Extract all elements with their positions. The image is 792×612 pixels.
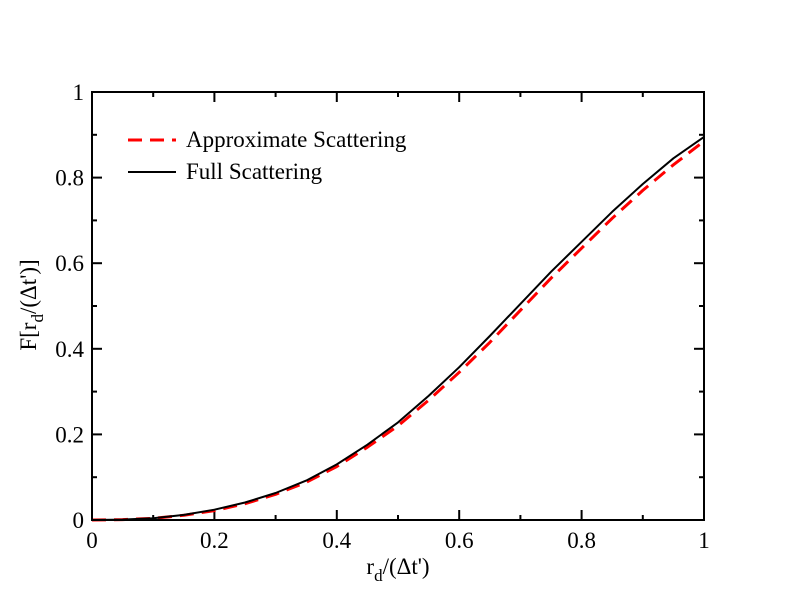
x-axis-title: rd/(Δt')	[366, 554, 429, 585]
x-tick-label: 0.2	[200, 528, 229, 553]
x-tick-label: 1	[698, 528, 710, 553]
y-tick-label: 0.6	[55, 251, 84, 276]
legend: Approximate Scattering Full Scattering	[128, 127, 407, 184]
series-line-approximate	[91, 140, 705, 522]
y-tick-label: 0	[73, 508, 85, 533]
tick-marks	[91, 91, 705, 521]
y-tick-label: 0.2	[55, 422, 84, 447]
y-tick-label: 0.8	[55, 166, 84, 191]
x-tick-label: 0.6	[445, 528, 474, 553]
data-series	[91, 136, 705, 522]
x-tick-label: 0	[86, 528, 98, 553]
legend-label-full: Full Scattering	[186, 159, 323, 184]
y-tick-label: 0.4	[55, 337, 84, 362]
tick-labels: 0 0.2 0.4 0.6 0.8 1 0 0.2 0.4 0.6 0.8 1	[55, 80, 710, 553]
x-tick-label: 0.8	[567, 528, 596, 553]
x-tick-label: 0.4	[322, 528, 351, 553]
legend-label-approximate: Approximate Scattering	[186, 127, 407, 152]
y-tick-label: 1	[73, 80, 85, 105]
y-axis-title: F[rd/(Δt')]	[16, 259, 47, 350]
plot-frame	[91, 91, 705, 521]
series-line-full	[91, 136, 705, 521]
